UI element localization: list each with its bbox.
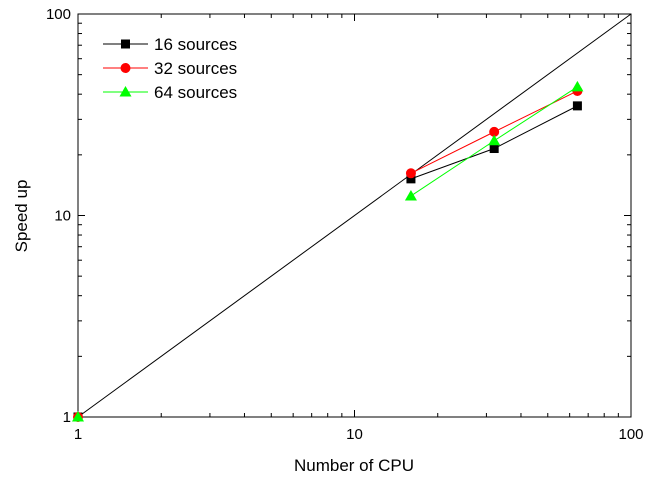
legend: 16 sources 32 sources 64 sources xyxy=(103,35,237,102)
legend-label-3: 64 sources xyxy=(154,83,237,102)
x-tick-label: 10 xyxy=(346,426,363,443)
data-point xyxy=(572,101,582,111)
data-point xyxy=(489,126,500,137)
data-point xyxy=(489,144,499,154)
legend-marker-1 xyxy=(121,39,130,49)
y-tick-label: 100 xyxy=(46,6,71,23)
y-axis-title: Speed up xyxy=(12,180,31,253)
y-tick-label: 1 xyxy=(63,409,71,426)
data-point xyxy=(405,168,416,179)
x-tick-label: 1 xyxy=(74,426,82,443)
x-axis-title: Number of CPU xyxy=(294,456,414,475)
x-tick-label: 100 xyxy=(618,426,643,443)
data-point xyxy=(488,134,501,146)
data-point xyxy=(571,80,584,92)
data-point xyxy=(404,189,417,201)
data-point xyxy=(72,411,84,422)
y-tick-label: 10 xyxy=(54,208,71,225)
legend-marker-2 xyxy=(120,63,131,73)
series-markers xyxy=(72,80,584,422)
legend-label-2: 32 sources xyxy=(154,59,237,78)
tick-labels: 1 10 100 1 10 100 xyxy=(46,6,644,443)
legend-marker-3 xyxy=(119,86,132,97)
data-point xyxy=(406,174,416,184)
ideal-speedup-line xyxy=(77,13,632,418)
legend-label-1: 16 sources xyxy=(154,35,237,54)
